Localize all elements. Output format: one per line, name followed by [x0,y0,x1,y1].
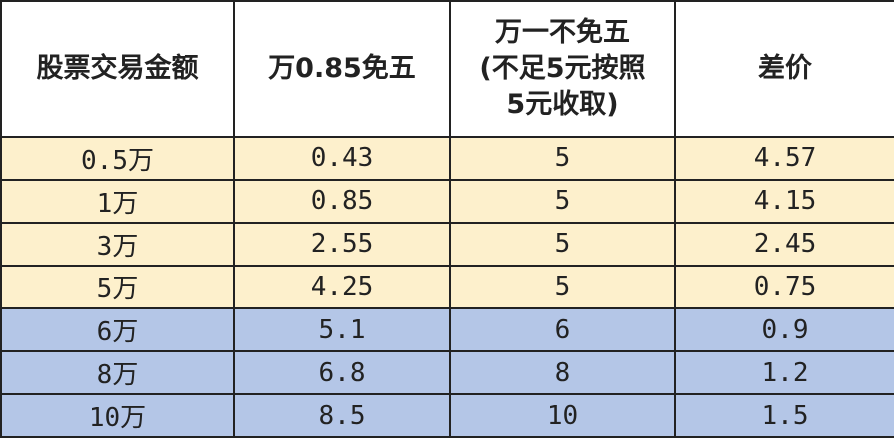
table-row: 8万 6.8 8 1.2 [0,350,894,396]
table-cell: 8.5 [233,393,451,438]
header-row: 股票交易金额 万0.85免五 万一不免五 (不足5元按照 5元收取) 差价 [0,0,894,138]
table-cell: 6万 [0,307,235,353]
header-cell: 万一不免五 (不足5元按照 5元收取) [449,0,676,138]
table-body: 0.5万 0.43 5 4.57 1万 0.85 5 4.15 3万 2.55 5 2.45 5万 4.2… [0,136,894,438]
table-row: 5万 4.25 5 0.75 [0,264,894,310]
table-cell: 5.1 [233,307,451,353]
table-cell: 0.5万 [0,136,235,181]
table-cell: 5 [449,178,676,224]
table-row: 6万 5.1 6 0.9 [0,307,894,353]
table-cell: 3万 [0,221,235,267]
table-cell: 6 [449,307,676,353]
table-cell: 6.8 [233,350,451,396]
table-cell: 10万 [0,393,235,438]
table-row: 0.5万 0.43 5 4.57 [0,136,894,181]
table-cell: 1.5 [674,393,894,438]
header-cell: 股票交易金额 [0,0,235,138]
header-cell: 万0.85免五 [233,0,451,138]
table-cell: 5 [449,264,676,310]
table-cell: 2.55 [233,221,451,267]
table-row: 3万 2.55 5 2.45 [0,221,894,267]
table-cell: 5万 [0,264,235,310]
table-cell: 10 [449,393,676,438]
table-cell: 5 [449,221,676,267]
header-line: (不足5元按照 [479,53,646,84]
table-cell: 1万 [0,178,235,224]
table-cell: 5 [449,136,676,181]
header-line: 万一不免五 [495,17,630,48]
table-row: 10万 8.5 10 1.5 [0,393,894,438]
table-cell: 8万 [0,350,235,396]
table-row: 1万 0.85 5 4.15 [0,178,894,224]
table-cell: 4.15 [674,178,894,224]
table-cell: 4.57 [674,136,894,181]
table-cell: 0.43 [233,136,451,181]
table-cell: 0.85 [233,178,451,224]
table-cell: 0.75 [674,264,894,310]
table-cell: 0.9 [674,307,894,353]
header-line: 5元收取) [506,89,619,120]
table-cell: 8 [449,350,676,396]
table-cell: 4.25 [233,264,451,310]
table-cell: 1.2 [674,350,894,396]
table-cell: 2.45 [674,221,894,267]
header-cell: 差价 [674,0,894,138]
